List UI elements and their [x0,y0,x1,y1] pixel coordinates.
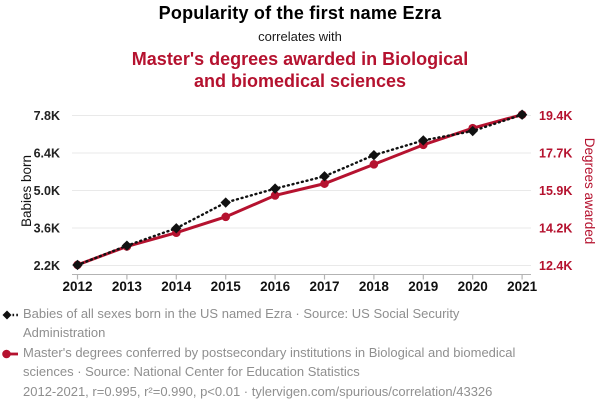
ezra-series [72,109,528,271]
svg-text:19.4K: 19.4K [539,109,572,123]
legend-item-degrees: Master's degrees conferred by postsecond… [2,344,580,381]
subtitle-line-1: Master's degrees awarded in Biological [131,49,469,69]
svg-text:2013: 2013 [112,279,143,294]
stats-and-source-url: 2012-2021, r=0.995, r²=0.990, p<0.01 · t… [23,384,493,399]
page-title: Popularity of the first name Ezra [158,3,442,23]
x-axis: 2012 2013 2014 2015 2016 2017 2018 2019 2020 2021 [62,274,538,294]
legend-item-ezra: Babies of all sexes born in the US named… [2,305,580,342]
red-circle-solid-icon [2,349,18,359]
black-diamond-dotted-icon [2,310,18,320]
svg-text:2021: 2021 [507,279,538,294]
svg-text:2017: 2017 [309,279,339,294]
left-axis-tick-labels: 2.2K 3.6K 5.0K 6.4K 7.8K [34,109,60,273]
svg-text:2018: 2018 [359,279,390,294]
svg-text:5.0K: 5.0K [34,184,60,198]
svg-text:2014: 2014 [161,279,192,294]
legend-label-ezra: Babies of all sexes born in the US named… [23,306,460,340]
left-axis-title: Babies born [19,155,34,227]
svg-text:6.4K: 6.4K [34,147,60,161]
svg-text:2016: 2016 [260,279,291,294]
svg-text:15.9K: 15.9K [539,184,572,198]
right-axis-title: Degrees awarded [582,138,597,245]
svg-text:12.4K: 12.4K [539,259,572,273]
correlates-with-text: correlates with [258,29,342,44]
svg-text:3.6K: 3.6K [34,222,60,236]
svg-text:7.8K: 7.8K [34,109,60,123]
legend-label-degrees: Master's degrees conferred by postsecond… [23,345,516,379]
right-axis-tick-labels: 12.4K 14.2K 15.9K 17.7K 19.4K [539,109,572,273]
svg-text:17.7K: 17.7K [539,147,572,161]
svg-text:2015: 2015 [211,279,242,294]
page-subtitle: Master's degrees awarded in Biological a… [0,49,600,92]
svg-text:2020: 2020 [458,279,488,294]
svg-text:2.2K: 2.2K [34,259,60,273]
svg-text:2019: 2019 [408,279,438,294]
svg-text:2012: 2012 [62,279,92,294]
subtitle-line-2: and biomedical sciences [193,70,407,91]
svg-text:14.2K: 14.2K [539,222,572,236]
